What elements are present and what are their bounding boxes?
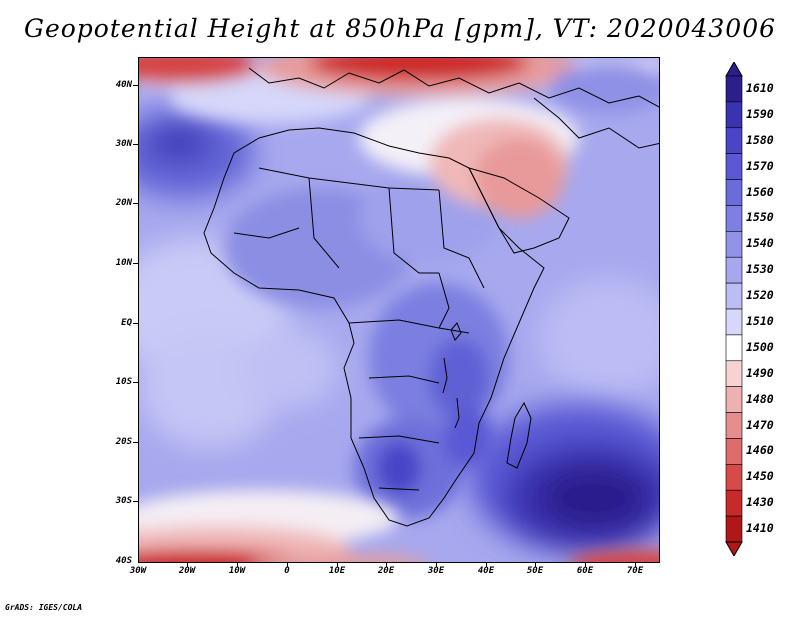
map-panel <box>138 57 660 563</box>
lat-tick <box>133 323 138 324</box>
colorbar-label: 1550 <box>746 210 774 225</box>
colorbar-label: 1460 <box>746 443 774 458</box>
lat-tick <box>133 263 138 264</box>
lat-tick <box>133 382 138 383</box>
lon-label-30e: 30E <box>427 566 445 576</box>
lon-tick <box>585 563 586 567</box>
colorbar-cell <box>725 438 743 465</box>
colorbar-label: 1610 <box>746 80 774 95</box>
lon-tick <box>337 563 338 567</box>
lon-tick <box>535 563 536 567</box>
colorbar-label: 1490 <box>746 365 774 380</box>
southern-ocean-low <box>139 490 659 562</box>
lat-tick <box>133 501 138 502</box>
coastlines <box>203 67 659 527</box>
colorbar-cell <box>725 101 743 129</box>
colorbar-cell <box>725 412 743 439</box>
indian-ocean-high <box>469 403 659 553</box>
lon-label-20e: 20E <box>377 566 395 576</box>
colorbar-label: 1530 <box>746 262 774 277</box>
lon-label-10e: 10E <box>328 566 346 576</box>
colorbar-label: 1500 <box>746 339 774 354</box>
lat-label-10n: 10N <box>115 258 132 268</box>
colorbar-cell <box>725 489 743 517</box>
lon-tick <box>386 563 387 567</box>
colorbar-bottom-arrow <box>725 541 743 556</box>
colorbar-cell <box>725 75 743 103</box>
lon-tick <box>187 563 188 567</box>
colorbar-label: 1540 <box>746 236 774 251</box>
colorbar-label: 1450 <box>746 469 774 484</box>
colorbar-cell <box>725 127 743 154</box>
lat-tick <box>133 144 138 145</box>
lat-label-30s: 30S <box>115 496 132 506</box>
lat-label-30n: 30N <box>115 139 132 149</box>
colorbar-cell <box>725 464 743 491</box>
colorbar-cell <box>725 179 743 206</box>
colorbar-cell <box>725 256 743 284</box>
lon-label-60e: 60E <box>576 566 594 576</box>
lat-label-40s: 40S <box>115 556 132 566</box>
lon-label-70e: 70E <box>626 566 644 576</box>
colorbar-cell <box>725 386 743 413</box>
colorbar-top-arrow <box>725 62 743 77</box>
lat-tick <box>133 442 138 443</box>
colorbar-cell <box>725 205 743 232</box>
colorbar-label: 1510 <box>746 313 774 328</box>
lon-label-0: 0 <box>284 566 290 576</box>
lat-tick <box>133 85 138 86</box>
colorbar-label: 1560 <box>746 184 774 199</box>
colorbar-label: 1520 <box>746 288 774 303</box>
colorbar-cell <box>725 282 743 310</box>
lat-label-20n: 20N <box>115 198 132 208</box>
lat-label-20s: 20S <box>115 437 132 447</box>
lat-label-40n: 40N <box>115 80 132 90</box>
colorbar <box>725 62 743 556</box>
lat-label-10s: 10S <box>115 377 132 387</box>
geopotential-field <box>139 58 659 562</box>
lon-label-30w: 30W <box>129 566 147 576</box>
lat-tick <box>133 203 138 204</box>
lon-tick <box>287 563 288 567</box>
lon-label-40e: 40E <box>477 566 495 576</box>
lon-tick <box>486 563 487 567</box>
colorbar-label: 1570 <box>746 158 774 173</box>
colorbar-label: 1480 <box>746 391 774 406</box>
colorbar-label: 1430 <box>746 495 774 510</box>
map-title: Geopotential Height at 850hPa [gpm], VT:… <box>23 14 777 43</box>
lon-tick <box>436 563 437 567</box>
lat-label-eq: EQ <box>121 318 132 328</box>
lon-label-10w: 10W <box>228 566 246 576</box>
colorbar-cell <box>725 231 743 258</box>
colorbar-label: 1410 <box>746 521 774 536</box>
colorbar-cell <box>725 515 743 543</box>
colorbar-label: 1470 <box>746 417 774 432</box>
colorbar-label: 1590 <box>746 106 774 121</box>
colorbar-cell <box>725 308 743 336</box>
lon-label-50e: 50E <box>526 566 544 576</box>
colorbar-cell <box>725 334 743 362</box>
lon-tick <box>635 563 636 567</box>
lon-label-20w: 20W <box>178 566 196 576</box>
credit-text: GrADS: IGES/COLA <box>5 603 83 612</box>
colorbar-cell <box>725 360 743 387</box>
colorbar-label: 1580 <box>746 132 774 147</box>
colorbar-cell <box>725 153 743 180</box>
lon-tick <box>237 563 238 567</box>
